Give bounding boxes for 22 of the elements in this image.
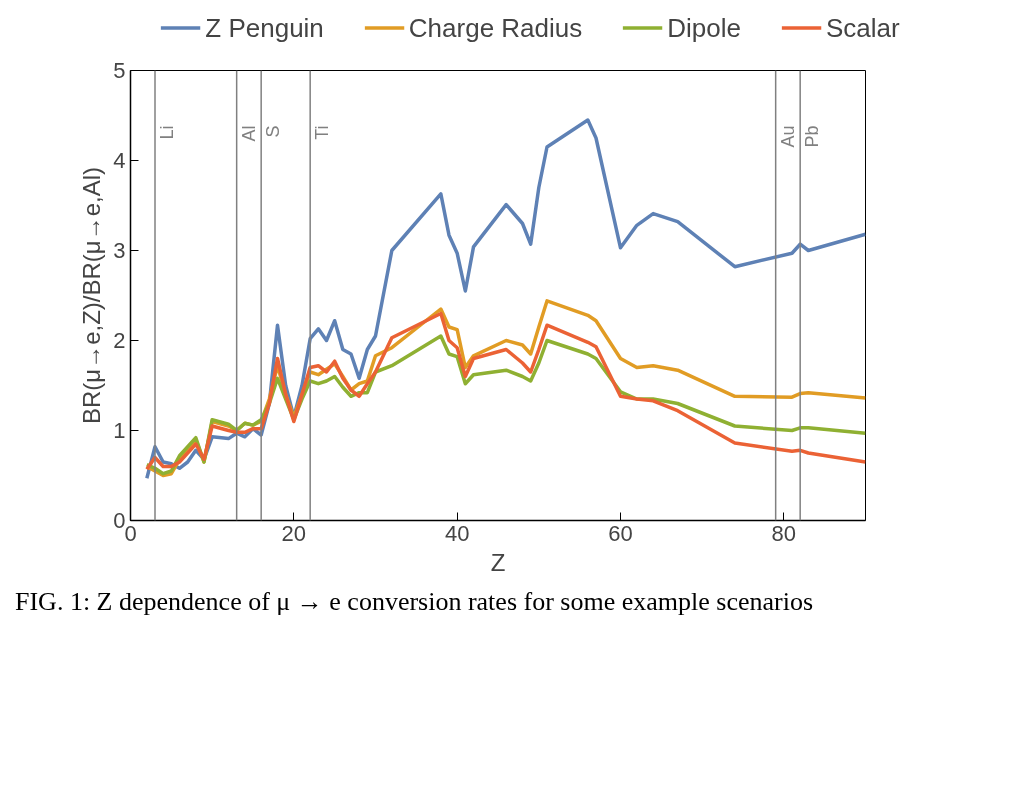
ref-line-label: Ti bbox=[312, 125, 333, 140]
x-axis-title: Z bbox=[490, 548, 506, 576]
x-tick-label: 40 bbox=[444, 520, 470, 546]
x-tick-label: 20 bbox=[281, 520, 307, 546]
y-tick-label: 3 bbox=[113, 238, 126, 263]
y-axis-title: BR(μ→e,Z)/BR(μ→e,Al) bbox=[78, 166, 106, 424]
y-tick-label: 5 bbox=[113, 58, 126, 83]
ref-line-label: Li bbox=[157, 125, 177, 140]
x-tick-label: 60 bbox=[608, 520, 633, 546]
legend-label: Dipole bbox=[667, 12, 741, 43]
ref-line-label: Pb bbox=[802, 125, 823, 148]
y-tick-label: 1 bbox=[113, 418, 126, 443]
x-tick-label: 80 bbox=[771, 520, 797, 546]
ref-line-label: S bbox=[263, 125, 284, 138]
ref-line-label: Al bbox=[238, 125, 259, 142]
ref-line-label: Au bbox=[777, 125, 798, 148]
y-tick-label: 2 bbox=[113, 328, 126, 353]
legend-label: Charge Radius bbox=[408, 12, 583, 43]
legend-label: Scalar bbox=[825, 12, 900, 43]
y-tick-label: 4 bbox=[113, 148, 126, 173]
caption: FIG. 1: Z dependence of μ → e conversion rates for some example scenarios bbox=[15, 586, 814, 618]
legend-label: Z Penguin bbox=[205, 12, 324, 43]
